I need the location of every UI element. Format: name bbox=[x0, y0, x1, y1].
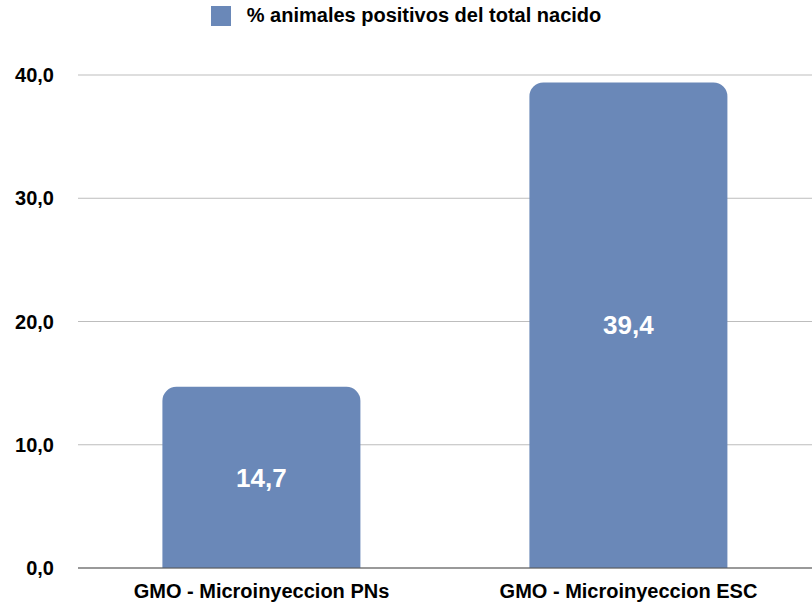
svg-text:39,4: 39,4 bbox=[603, 310, 654, 340]
html-text:% animales positivos del total: % animales positivos del total nacido bbox=[246, 4, 602, 26]
svg-text:GMO - Microinyeccion PNs: GMO - Microinyeccion PNs bbox=[134, 580, 390, 602]
svg-text:40,0: 40,0 bbox=[15, 64, 54, 86]
svg-text:10,0: 10,0 bbox=[15, 434, 54, 456]
svg-text:20,0: 20,0 bbox=[15, 311, 54, 333]
svg-text:14,7: 14,7 bbox=[236, 463, 287, 493]
svg-text:GMO - Microinyeccion ESC: GMO - Microinyeccion ESC bbox=[500, 580, 758, 602]
svg-text:0,0: 0,0 bbox=[26, 557, 54, 579]
svg-text:30,0: 30,0 bbox=[15, 187, 54, 209]
